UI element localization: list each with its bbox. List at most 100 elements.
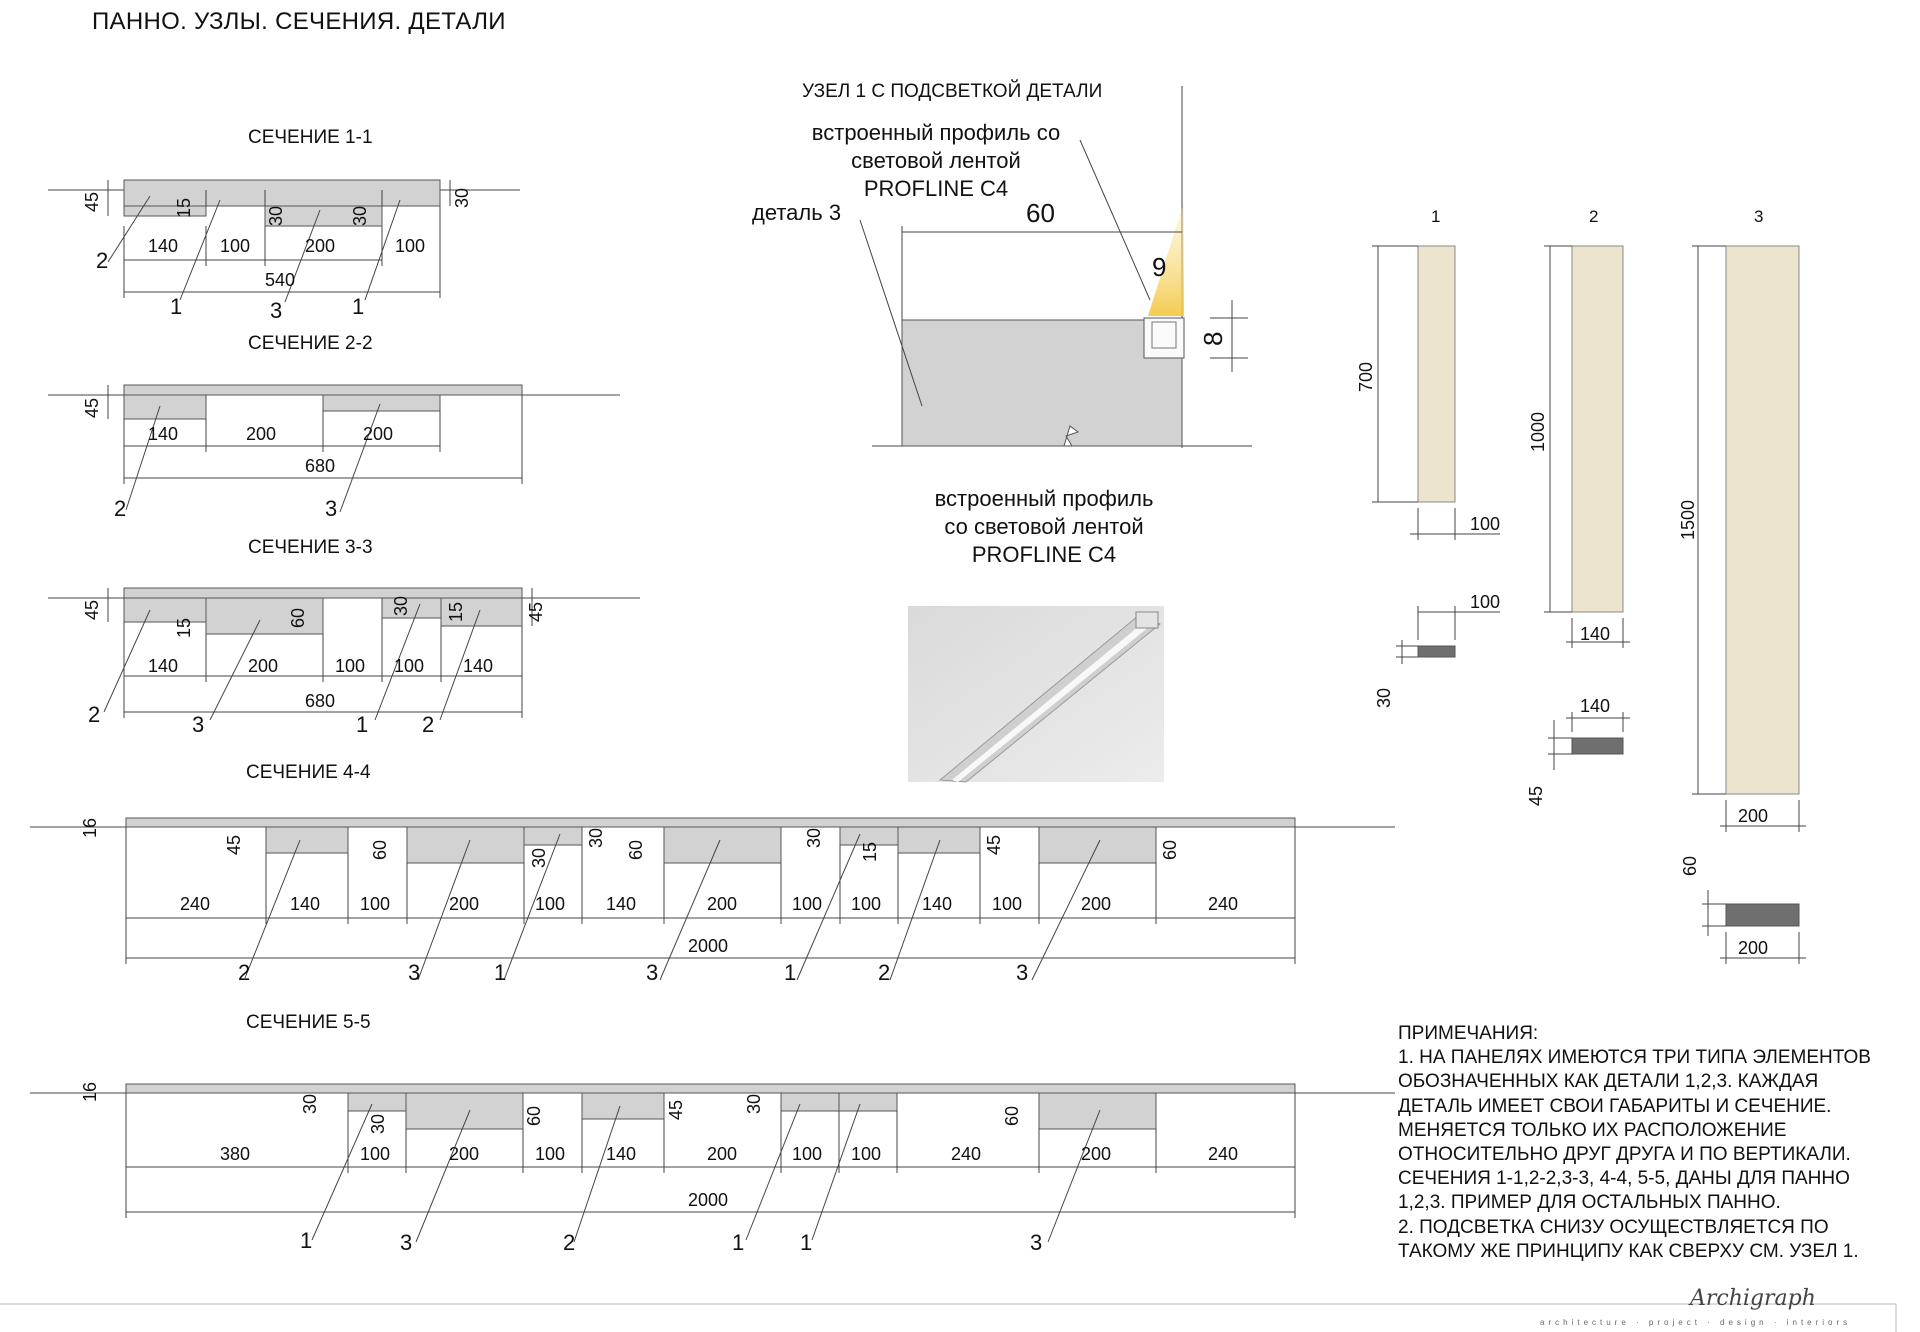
detail-section — [1417, 645, 1456, 658]
detail-piece — [897, 826, 981, 854]
dim-label: 45 — [526, 602, 546, 622]
section-1-1: СЕЧЕНИЕ 1-1 45 15 30 30 30 140 100 200 1… — [48, 127, 520, 323]
dim-label: 100 — [220, 236, 250, 256]
signature-subtitle: architecture · project · design · interi… — [1540, 1318, 1852, 1327]
dim-label: 100 — [992, 894, 1022, 914]
section-3-3: СЕЧЕНИЕ 3-3 45 15 60 30 15 45 140 200 10… — [48, 537, 640, 737]
dim-label: 30 — [1374, 688, 1394, 708]
dim-label: 240 — [1208, 1144, 1238, 1164]
callout-number: 1 — [784, 960, 796, 985]
dim-label: 680 — [305, 691, 335, 711]
notes-title: ПРИМЕЧАНИЯ: — [1398, 1023, 1539, 1044]
dim-label: 140 — [148, 236, 178, 256]
detail-3: 3 1500 200 60 200 — [1678, 207, 1806, 964]
leader — [339, 403, 381, 513]
detail-elevation — [1417, 245, 1456, 503]
dim-label: 45 — [1526, 786, 1546, 806]
profile-photo — [908, 606, 1164, 783]
section-title: СЕЧЕНИЕ 2-2 — [248, 333, 373, 354]
notes-line: 1. НА ПАНЕЛЯХ ИМЕЮТСЯ ТРИ ТИПА ЭЛЕМЕНТОВ — [1398, 1047, 1871, 1069]
dim-label: 140 — [1580, 624, 1610, 644]
section-title: СЕЧЕНИЕ 3-3 — [248, 537, 373, 558]
section-4-4: СЕЧЕНИЕ 4-4 16 45 60 30 30 60 — [30, 762, 1395, 985]
section-title: СЕЧЕНИЕ 1-1 — [248, 127, 373, 148]
sheet-title: ПАННО. УЗЛЫ. СЕЧЕНИЯ. ДЕТАЛИ — [92, 8, 506, 35]
callout-number: 3 — [646, 960, 658, 985]
dim-label: 30 — [586, 828, 606, 848]
dim-label: 200 — [363, 424, 393, 444]
dim-label: 60 — [1680, 856, 1700, 876]
dim-label: 200 — [449, 1144, 479, 1164]
dim-label: 1500 — [1678, 500, 1698, 540]
dim-label: 30 — [266, 206, 286, 226]
dim-label: 100 — [535, 894, 565, 914]
dim-label: 30 — [804, 828, 824, 848]
callout-number: 1 — [494, 960, 506, 985]
leader — [179, 199, 221, 301]
section-title: СЕЧЕНИЕ 5-5 — [246, 1012, 371, 1033]
dim-label: 60 — [1026, 198, 1055, 228]
detail-piece — [123, 597, 207, 623]
dim-label: 15 — [446, 602, 466, 622]
dim-label: 200 — [1738, 938, 1768, 958]
wall-block — [901, 319, 1183, 447]
callout-number: 2 — [563, 1230, 575, 1255]
node-profile-label-top: встроенный профиль со — [812, 120, 1060, 145]
section-2-2: СЕЧЕНИЕ 2-2 45 140 200 200 680 2 3 — [48, 333, 620, 521]
node-profile-label-top: PROFLINE C4 — [864, 176, 1008, 201]
detail-piece — [123, 205, 207, 217]
dim-label: 240 — [951, 1144, 981, 1164]
section-5-5: СЕЧЕНИЕ 5-5 16 30 30 60 45 30 60 380 — [30, 1012, 1395, 1255]
dim-label: 100 — [1470, 592, 1500, 612]
leader — [503, 833, 561, 981]
dim-label: 60 — [288, 608, 308, 628]
details-panel: 1 700 100 100 30 2 1000 14 — [1356, 207, 1806, 964]
led-profile-inner — [1151, 321, 1177, 349]
dim-label: 45 — [984, 835, 1004, 855]
node-profile-label-bottom: PROFLINE C4 — [972, 542, 1116, 567]
leader — [1047, 1109, 1101, 1243]
callout-number: 3 — [1030, 1230, 1042, 1255]
dim-label: 700 — [1356, 362, 1376, 392]
dim-label: 15 — [174, 618, 194, 638]
detail-number: 3 — [1754, 207, 1763, 226]
notes-line: ТАКОМУ ЖЕ ПРИНЦИПУ КАК СВЕРХУ СМ. УЗЕЛ 1… — [1398, 1240, 1859, 1262]
detail-piece — [838, 1092, 898, 1112]
dim-label: 540 — [265, 270, 295, 290]
dim-label: 60 — [626, 840, 646, 860]
leader — [796, 833, 861, 981]
callout-number: 3 — [270, 298, 282, 323]
dim-label: 200 — [1738, 806, 1768, 826]
dim-label: 100 — [335, 656, 365, 676]
detail-piece — [265, 826, 349, 854]
detail-piece — [440, 597, 523, 627]
leader — [1031, 839, 1101, 981]
dim-label: 100 — [851, 1144, 881, 1164]
dim-label: 30 — [744, 1094, 764, 1114]
callout-number: 2 — [114, 496, 126, 521]
detail-elevation — [1725, 245, 1800, 795]
dim-label: 9 — [1152, 252, 1166, 282]
signature-logo: Archigraph — [1690, 1286, 1816, 1311]
callout-number: 1 — [800, 1230, 812, 1255]
dim-label: 16 — [80, 818, 100, 838]
detail-number: 2 — [1589, 207, 1598, 226]
dim-label: 140 — [1580, 696, 1610, 716]
leader — [364, 199, 401, 301]
notes-line: 1,2,3. ПРИМЕР ДЛЯ ОСТАЛЬНЫХ ПАННО. — [1398, 1192, 1781, 1214]
callout-number: 1 — [732, 1230, 744, 1255]
dim-label: 140 — [148, 424, 178, 444]
detail-2: 2 1000 140 140 45 — [1526, 207, 1630, 806]
dim-label: 60 — [524, 1106, 544, 1126]
detail-elevation — [1571, 245, 1624, 613]
callout-number: 3 — [1016, 960, 1028, 985]
dim-label: 140 — [463, 656, 493, 676]
dim-label: 200 — [449, 894, 479, 914]
base-panel — [123, 384, 523, 396]
detail-1: 1 700 100 100 30 — [1356, 207, 1500, 708]
dim-label: 100 — [535, 1144, 565, 1164]
detail-piece — [523, 826, 583, 846]
notes-line: СЕЧЕНИЯ 1-1,2-2,3-3, 4-4, 5-5, ДАНЫ ДЛЯ … — [1398, 1168, 1850, 1190]
dim-label: 2000 — [688, 936, 728, 956]
dim-label: 30 — [529, 848, 549, 868]
